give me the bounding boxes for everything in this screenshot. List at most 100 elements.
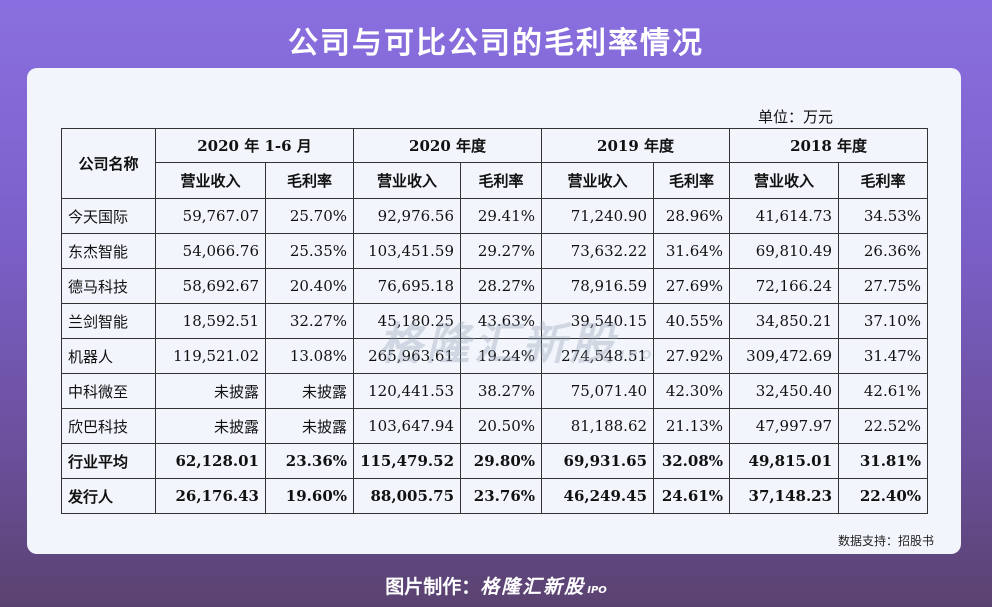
revenue-cell: 115,479.52 [353,443,462,479]
revenue-cell: 265,963.61 [353,338,462,374]
margin-cell: 31.47% [838,338,929,374]
margin-cell: 31.81% [838,443,929,479]
period-header: 2018 年度 [729,128,929,163]
company-name-cell: 行业平均 [61,443,156,479]
revenue-cell: 71,240.90 [541,198,655,234]
margin-header: 毛利率 [838,162,929,199]
margin-cell: 29.41% [460,198,543,234]
margin-cell: 19.24% [460,338,543,374]
revenue-cell: 69,810.49 [729,233,840,269]
data-source: 数据支持：招股书 [837,534,934,548]
margin-cell: 40.55% [653,303,731,339]
margin-cell: 28.96% [653,198,731,234]
margin-cell: 未披露 [264,408,355,444]
company-name-cell: 今天国际 [61,198,156,234]
margin-cell: 38.27% [460,373,543,409]
period-header: 2019 年度 [541,128,731,163]
table-row: 欣巴科技 未披露 未披露 103,647.94 20.50% 81,188.62 21.13… [61,408,929,444]
margin-header: 毛利率 [264,162,355,199]
margin-cell: 43.63% [460,303,543,339]
margin-cell: 29.27% [460,233,543,269]
revenue-cell: 49,815.01 [729,443,840,479]
margin-cell: 未披露 [264,373,355,409]
table-row: 今天国际 59,767.07 25.70% 92,976.56 29.41% 71,240… [61,198,929,234]
company-name-cell: 德马科技 [61,268,156,304]
table-row: 机器人 119,521.02 13.08% 265,963.61 19.24% 274,5… [61,338,929,374]
revenue-cell: 274,548.51 [541,338,655,374]
margin-header: 毛利率 [460,162,543,199]
margin-cell: 34.53% [838,198,929,234]
revenue-cell: 47,997.97 [729,408,840,444]
margin-cell: 20.40% [264,268,355,304]
revenue-cell: 103,647.94 [353,408,462,444]
revenue-header: 营业收入 [353,162,462,199]
revenue-cell: 309,472.69 [729,338,840,374]
company-name-cell: 欣巴科技 [61,408,156,444]
table-row: 中科微至 未披露 未披露 120,441.53 38.27% 75,071.40 42.30… [61,373,929,409]
revenue-cell: 32,450.40 [729,373,840,409]
revenue-cell: 58,692.67 [155,268,266,304]
revenue-cell: 120,441.53 [353,373,462,409]
unit-label: 单位：万元 [758,108,834,126]
table-row: 行业平均 62,128.01 23.36% 115,479.52 29.80% 69,93… [61,443,929,479]
company-name-cell: 发行人 [61,478,156,514]
revenue-cell: 39,540.15 [541,303,655,339]
brand-logo: 格隆汇新股 [480,576,586,598]
revenue-cell: 37,148.23 [729,478,840,514]
revenue-cell: 73,632.22 [541,233,655,269]
margin-cell: 19.60% [264,478,355,514]
margin-cell: 27.75% [838,268,929,304]
margin-cell: 28.27% [460,268,543,304]
table-row: 发行人 26,176.43 19.60% 88,005.75 23.76% 46,249.… [61,478,929,514]
period-header: 2020 年 1-6 月 [154,128,355,163]
company-name-cell: 兰剑智能 [61,303,156,339]
margin-cell: 31.64% [653,233,731,269]
revenue-cell: 75,071.40 [541,373,655,409]
page-title: 公司与可比公司的毛利率情况 [288,26,704,61]
revenue-cell: 62,128.01 [155,443,266,479]
period-header: 2020 年度 [353,128,543,163]
table-row: 东杰智能 54,066.76 25.35% 103,451.59 29.27% 73,63… [61,233,929,269]
margin-cell: 29.80% [460,443,543,479]
margin-cell: 21.13% [653,408,731,444]
margin-cell: 25.35% [264,233,355,269]
revenue-cell: 103,451.59 [353,233,462,269]
margin-cell: 26.36% [838,233,929,269]
margin-cell: 27.92% [653,338,731,374]
margin-cell: 24.61% [653,478,731,514]
revenue-cell: 78,916.59 [541,268,655,304]
revenue-cell: 69,931.65 [541,443,655,479]
company-name-cell: 机器人 [61,338,156,374]
revenue-cell: 76,695.18 [353,268,462,304]
revenue-cell: 92,976.56 [353,198,462,234]
margin-cell: 37.10% [838,303,929,339]
company-name-cell: 中科微至 [61,373,156,409]
gross-margin-table: 公司名称 2020 年 1-6 月 2020 年度 2019 年度 2018 年… [61,128,929,514]
revenue-cell: 26,176.43 [155,478,266,514]
revenue-cell: 88,005.75 [353,478,462,514]
revenue-cell: 18,592.51 [155,303,266,339]
margin-header: 毛利率 [653,162,731,199]
margin-cell: 42.61% [838,373,929,409]
margin-cell: 42.30% [653,373,731,409]
revenue-cell: 45,180.25 [353,303,462,339]
brand-ipo-tag: IPO [587,585,607,596]
revenue-cell: 41,614.73 [729,198,840,234]
revenue-cell: 81,188.62 [541,408,655,444]
revenue-cell: 46,249.45 [541,478,655,514]
margin-cell: 20.50% [460,408,543,444]
revenue-header: 营业收入 [729,162,840,199]
table-body: 今天国际 59,767.07 25.70% 92,976.56 29.41% 71,240… [61,198,929,514]
company-name-cell: 东杰智能 [61,233,156,269]
revenue-header: 营业收入 [541,162,655,199]
margin-cell: 23.36% [264,443,355,479]
margin-cell: 27.69% [653,268,731,304]
revenue-cell: 54,066.76 [155,233,266,269]
revenue-header: 营业收入 [155,162,266,199]
credit-prefix: 图片制作： [385,576,481,598]
margin-cell: 23.76% [460,478,543,514]
company-name-header: 公司名称 [61,128,156,199]
credit-line: 图片制作：格隆汇新股 IPO [0,572,992,599]
margin-cell: 22.40% [838,478,929,514]
revenue-cell: 119,521.02 [155,338,266,374]
